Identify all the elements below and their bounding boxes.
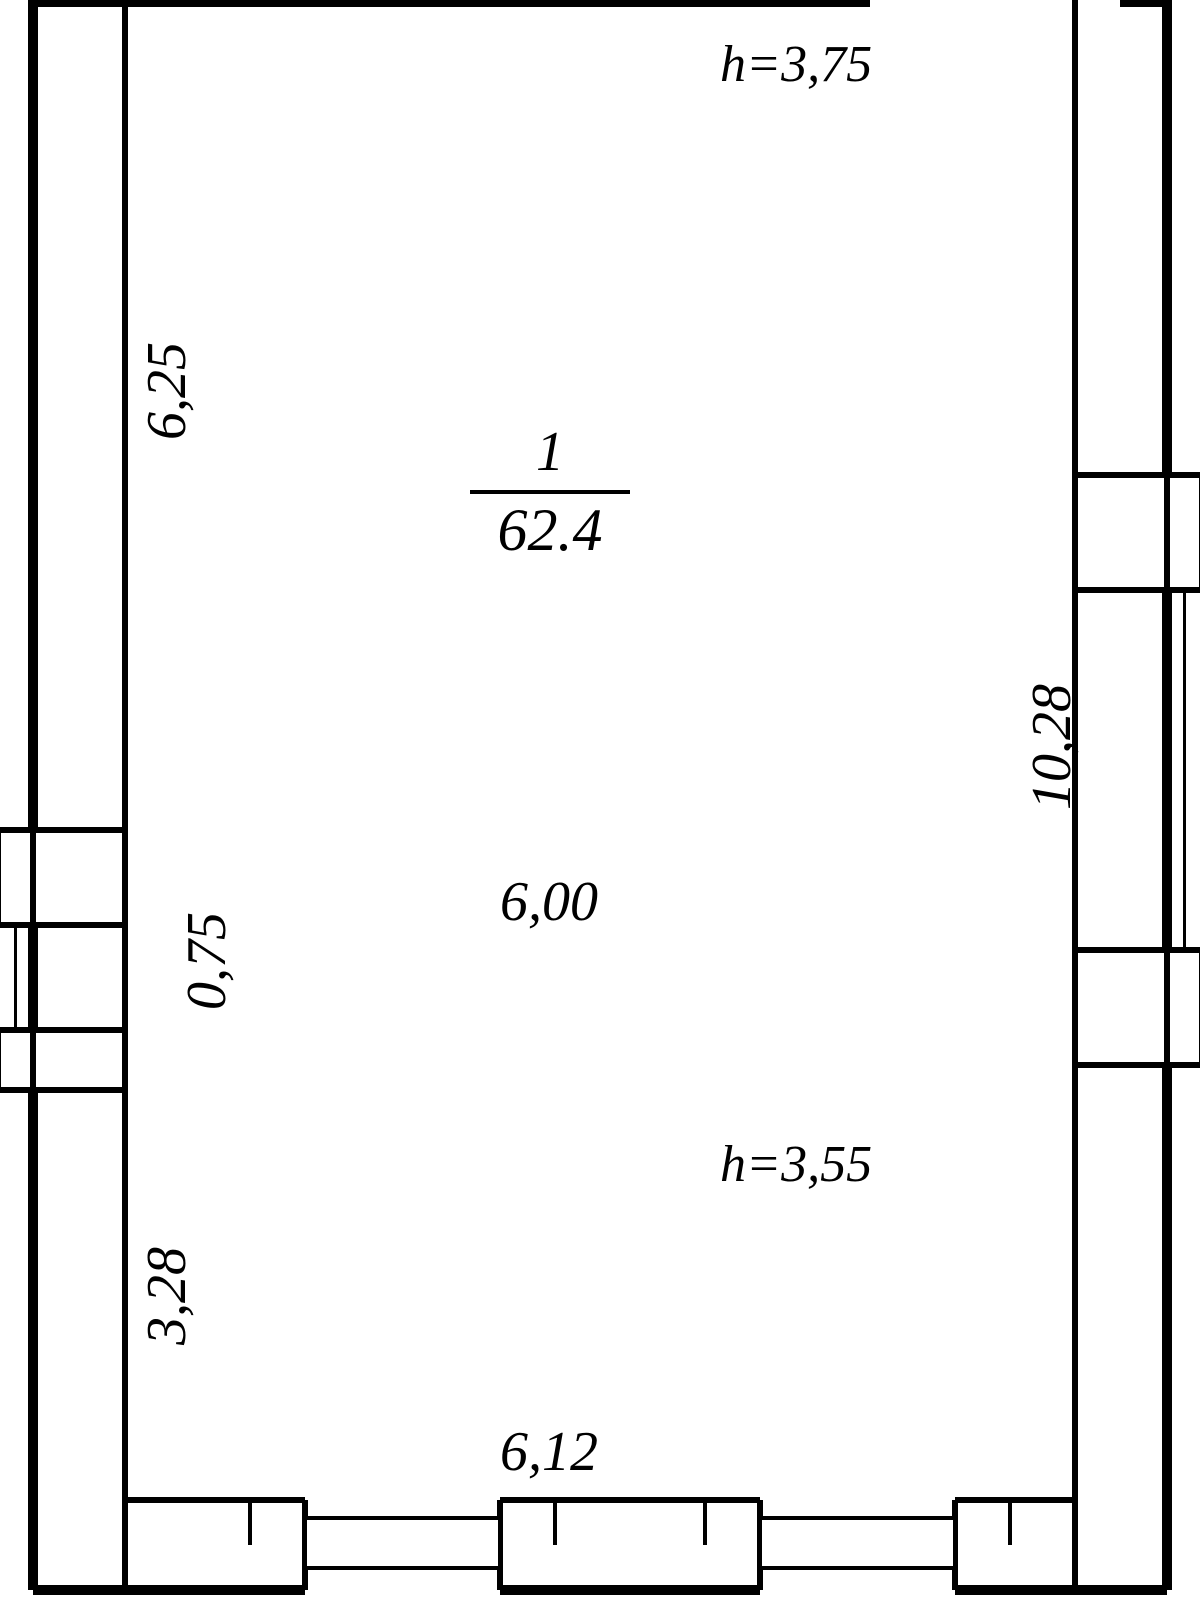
height-label-bottom: h=3,55 bbox=[720, 1135, 872, 1194]
bottom-width-dim: 6,12 bbox=[500, 1420, 598, 1484]
room-area-fraction: 1 62.4 bbox=[470, 420, 630, 565]
floor-plan-diagram: h=3,75 h=3,55 6,00 6,12 1 62.4 6,25 0,75 3… bbox=[0, 0, 1200, 1600]
room-area: 62.4 bbox=[470, 496, 630, 565]
right-dim-0: 10,28 bbox=[1020, 684, 1084, 810]
height-label-top: h=3,75 bbox=[720, 35, 872, 94]
left-dim-0: 6,25 bbox=[135, 342, 199, 440]
left-dim-1: 0,75 bbox=[175, 912, 239, 1010]
left-dim-2: 3,28 bbox=[135, 1247, 199, 1345]
center-width-dim: 6,00 bbox=[500, 870, 598, 934]
room-number: 1 bbox=[470, 420, 630, 484]
fraction-bar bbox=[470, 490, 630, 494]
